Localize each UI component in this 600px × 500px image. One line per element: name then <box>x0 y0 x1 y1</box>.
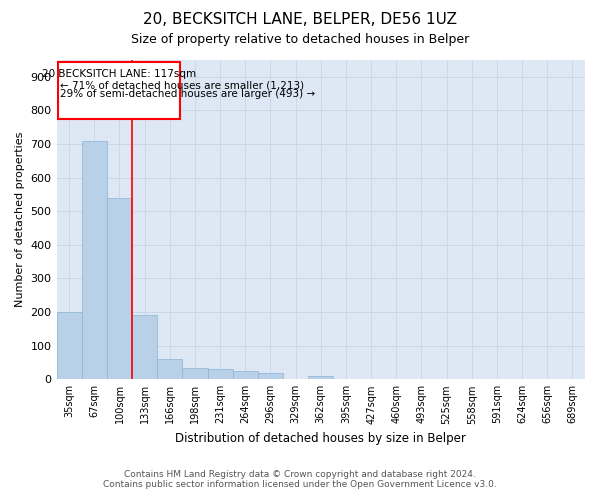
FancyBboxPatch shape <box>58 62 180 119</box>
Text: 20 BECKSITCH LANE: 117sqm: 20 BECKSITCH LANE: 117sqm <box>42 69 196 79</box>
Text: ← 71% of detached houses are smaller (1,213): ← 71% of detached houses are smaller (1,… <box>61 80 304 90</box>
Bar <box>107 198 132 380</box>
Text: 29% of semi-detached houses are larger (493) →: 29% of semi-detached houses are larger (… <box>61 89 316 99</box>
Text: Contains HM Land Registry data © Crown copyright and database right 2024.
Contai: Contains HM Land Registry data © Crown c… <box>103 470 497 489</box>
Bar <box>308 376 334 380</box>
Bar <box>82 140 107 380</box>
Bar <box>233 371 258 380</box>
Text: 20, BECKSITCH LANE, BELPER, DE56 1UZ: 20, BECKSITCH LANE, BELPER, DE56 1UZ <box>143 12 457 28</box>
Bar <box>208 369 233 380</box>
X-axis label: Distribution of detached houses by size in Belper: Distribution of detached houses by size … <box>175 432 466 445</box>
Bar <box>157 359 182 380</box>
Y-axis label: Number of detached properties: Number of detached properties <box>15 132 25 308</box>
Text: Size of property relative to detached houses in Belper: Size of property relative to detached ho… <box>131 32 469 46</box>
Bar <box>182 368 208 380</box>
Bar <box>56 312 82 380</box>
Bar <box>258 372 283 380</box>
Bar <box>132 316 157 380</box>
